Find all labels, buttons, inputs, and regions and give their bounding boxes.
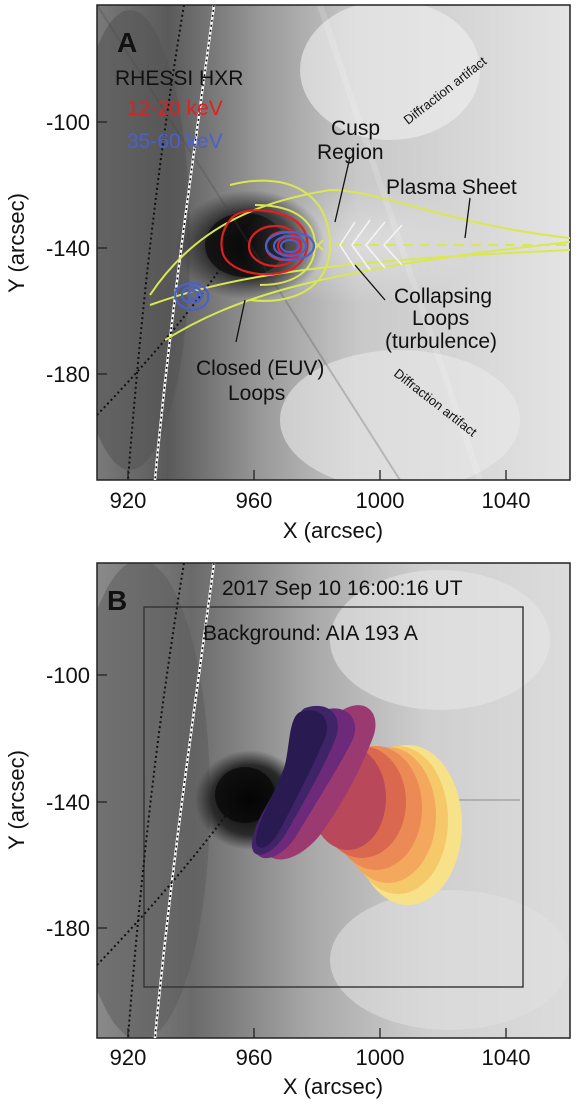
panel-a-letter: A xyxy=(117,27,137,58)
panel-a-yellow-contours xyxy=(149,179,570,341)
panel-a-ticks xyxy=(97,121,507,480)
panel-b-xlabel: X (arcsec) xyxy=(283,1074,383,1099)
annotation-collapsing-line2: Loops xyxy=(412,307,469,330)
annotation-plasma-sheet: Plasma Sheet xyxy=(386,176,517,199)
panel-a-ytick-m100: -100 xyxy=(46,110,90,135)
panel-b: B 2017 Sep 10 16:00:16 UT Background: AI… xyxy=(4,562,571,1099)
panel-b-ticks xyxy=(97,674,507,1038)
panel-a-contours-35-60kev xyxy=(174,230,316,311)
panel-a-legend-title: RHESSI HXR xyxy=(115,67,243,90)
panel-b-background-image xyxy=(97,563,570,1038)
panel-a-xtick-1040: 1040 xyxy=(482,488,531,513)
annotation-cusp-line2: Region xyxy=(317,141,384,164)
panel-b-inner-box xyxy=(143,606,524,988)
panel-b-xtick-960: 960 xyxy=(236,1045,273,1070)
panel-b-source-sequence xyxy=(251,705,462,905)
panel-a-ylabel: Y (arcsec) xyxy=(4,193,29,293)
annotation-collapsing-line3: (turbulence) xyxy=(385,330,497,353)
annotation-cusp-line1: Cusp xyxy=(331,117,380,140)
panel-a-ytick-m180: -180 xyxy=(46,362,90,387)
panel-a-limb-dotted xyxy=(127,5,185,480)
annotation-collapsing-line1: Collapsing xyxy=(394,285,492,308)
panel-a-ytick-m140: -140 xyxy=(46,236,90,261)
panel-a-xtick-960: 960 xyxy=(236,488,273,513)
panel-a-legend-35-60kev: 35-60 keV xyxy=(127,130,223,153)
panel-a-xtick-920: 920 xyxy=(110,488,147,513)
panel-a-xlabel: X (arcsec) xyxy=(283,518,383,543)
panel-a-xtick-1000: 1000 xyxy=(356,488,405,513)
panel-b-ytick-m180: -180 xyxy=(46,916,90,941)
panel-a-limb-white-dotted xyxy=(154,5,215,480)
panel-a-legend-12-20kev: 12-20 keV xyxy=(127,97,223,120)
panel-b-date-label: 2017 Sep 10 16:00:16 UT xyxy=(222,577,463,600)
panel-b-background-label: Background: AIA 193 A xyxy=(203,622,418,645)
panel-b-xtick-1000: 1000 xyxy=(356,1045,405,1070)
panel-b-ylabel: Y (arcsec) xyxy=(4,750,29,850)
panel-b-letter: B xyxy=(107,585,127,616)
panel-a-collapsing-loops xyxy=(339,219,403,271)
panel-b-limb-dotted xyxy=(127,563,185,1038)
panel-b-xtick-920: 920 xyxy=(110,1045,147,1070)
annotation-closed-line2: Loops xyxy=(228,382,285,405)
panel-b-ytick-m100: -100 xyxy=(46,663,90,688)
panel-b-ytick-m140: -140 xyxy=(46,790,90,815)
annotation-closed-line1: Closed (EUV) xyxy=(196,357,324,380)
panel-b-xtick-1040: 1040 xyxy=(482,1045,531,1070)
panel-a-pointer-lines xyxy=(235,156,471,343)
panel-a: A RHESSI HXR 12-20 keV 35-60 keV Cusp Re… xyxy=(4,4,571,543)
panel-b-limb-white-dotted xyxy=(154,563,215,1038)
panel-b-frame xyxy=(96,562,571,1039)
